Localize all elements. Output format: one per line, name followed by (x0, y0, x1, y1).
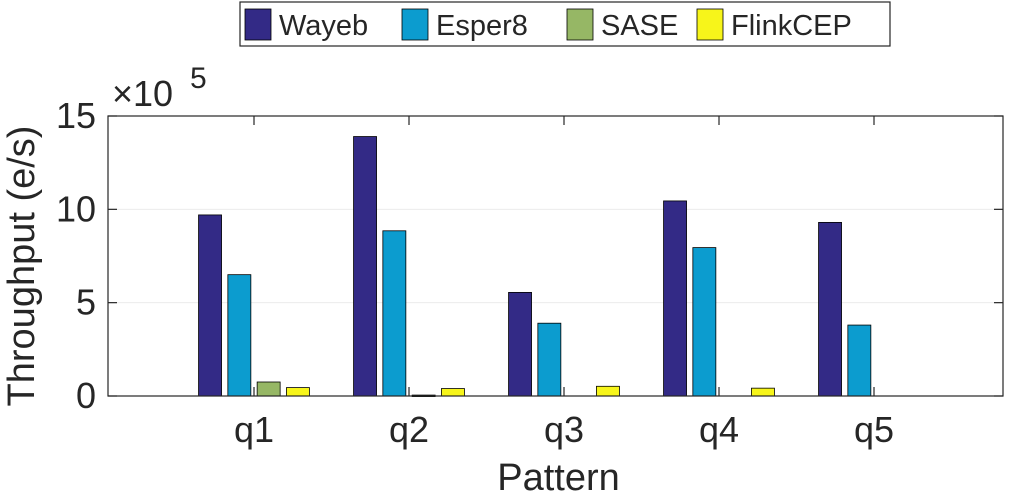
bar-wayeb-q5 (818, 221, 842, 397)
bar-wayeb-q1 (198, 214, 222, 397)
legend-label-flinkcep: FlinkCEP (731, 10, 852, 42)
bar-esper8-q4 (692, 247, 717, 397)
legend-label-esper8: Esper8 (436, 10, 528, 42)
legend-swatch-sase (566, 8, 594, 41)
bar-esper8-q2 (382, 230, 407, 397)
legend-swatch-flinkcep (696, 8, 724, 41)
x-tick-label: q1 (234, 409, 274, 450)
y-axis-exponent-base: ×10 (112, 73, 173, 114)
bar-wayeb-q3 (508, 291, 532, 397)
y-tick-label: 10 (56, 188, 96, 229)
bar-esper8-q3 (537, 322, 562, 397)
bar-flinkcep-q3 (596, 385, 620, 397)
bar-flinkcep-q4 (751, 387, 775, 397)
legend-label-sase: SASE (601, 10, 678, 42)
bar-esper8-q5 (847, 324, 872, 397)
axes: 0 5 10 15 q1 q2 q3 q4 q5 (56, 95, 1003, 450)
legend-swatch-wayeb (244, 8, 272, 41)
y-tick-label: 15 (56, 95, 96, 136)
y-tick-label: 0 (76, 375, 96, 416)
bar-wayeb-q2 (353, 136, 377, 397)
y-axis-title: Throughput (e/s) (1, 126, 43, 407)
bar-wayeb-q4 (663, 200, 687, 397)
x-axis-title: Pattern (497, 457, 620, 499)
legend-box (239, 1, 891, 47)
legend-label-wayeb: Wayeb (279, 10, 368, 42)
gridlines (108, 208, 1003, 304)
y-axis-exponent-power: 5 (190, 62, 207, 95)
bars (198, 136, 872, 397)
bar-flinkcep-q1 (286, 387, 310, 397)
x-tick-label: q3 (544, 409, 584, 450)
legend: Wayeb Esper8 SASE FlinkCEP (239, 1, 891, 47)
legend-swatch-esper8 (401, 8, 429, 41)
x-tick-label: q4 (699, 409, 739, 450)
bar-flinkcep-q2 (441, 388, 465, 397)
x-tick-label: q5 (854, 409, 894, 450)
bar-sase-q1 (256, 381, 281, 397)
y-tick-label: 5 (76, 282, 96, 323)
plot-area-frame (107, 115, 1004, 397)
bar-esper8-q1 (227, 274, 252, 397)
x-tick-label: q2 (389, 409, 429, 450)
